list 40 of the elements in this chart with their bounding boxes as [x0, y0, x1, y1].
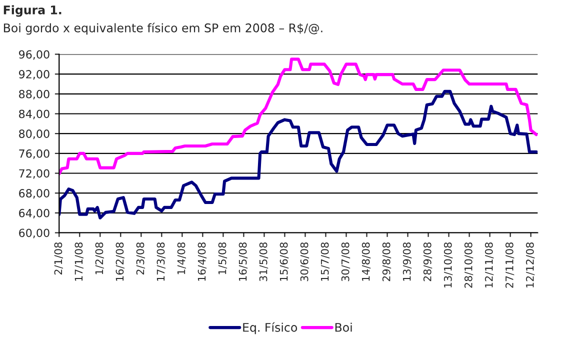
line-series — [59, 58, 538, 176]
x-tick-label: 16/2/08 — [116, 242, 124, 281]
x-tick-label: 2/3/08 — [136, 242, 145, 275]
y-tick-label: 76,00 — [19, 149, 50, 159]
x-tick-label: 28/10/08 — [464, 242, 474, 288]
x-tick-label: 30/7/08 — [341, 242, 350, 282]
x-tick-label: 1/5/08 — [218, 242, 228, 274]
x-tick-label: 29/8/08 — [382, 242, 392, 282]
line-series — [59, 90, 538, 220]
x-tick-label: 17/1/08 — [74, 242, 84, 281]
y-tick-label: 80,00 — [19, 130, 50, 140]
x-tick-label: 12/11/08 — [484, 242, 494, 288]
y-tick-label: 88,00 — [19, 90, 50, 100]
y-tick-label: 84,00 — [19, 110, 50, 120]
x-tick-label: 31/5/08 — [259, 242, 268, 282]
y-tick-label: 72,00 — [19, 169, 50, 179]
chart-subtitle: Boi gordo x equivalente físico em SP em 2008 – R$/@. — [4, 22, 322, 35]
x-tick-label: 14/8/08 — [362, 242, 371, 281]
y-tick-label: 68,00 — [19, 189, 50, 199]
x-tick-label: 30/6/08 — [300, 242, 310, 282]
legend-label: Boi — [335, 322, 352, 332]
x-tick-label: 15/6/08 — [280, 242, 289, 281]
x-tick-label: 17/3/08 — [156, 242, 166, 281]
y-tick-label: 64,00 — [19, 208, 50, 218]
legend-label: Eq. Físico — [243, 322, 298, 334]
x-tick-label: 12/12/08 — [526, 242, 535, 288]
chart-title: Figura 1. — [4, 5, 62, 17]
x-tick-label: 2/1/08 — [54, 242, 63, 275]
x-tick-label: 1/4/08 — [177, 242, 186, 274]
x-tick-label: 13/9/08 — [402, 242, 412, 281]
y-tick-label: 92,00 — [18, 70, 50, 80]
x-tick-label: 27/11/08 — [505, 242, 514, 288]
x-tick-label: 16/4/08 — [198, 242, 207, 281]
y-tick-label: 60,00 — [19, 228, 50, 238]
x-tick-label: 1/2/08 — [95, 242, 104, 274]
x-tick-label: 13/10/08 — [444, 242, 453, 288]
x-tick-label: 28/9/08 — [423, 242, 432, 282]
x-tick-label: 16/5/08 — [238, 242, 248, 281]
y-tick-label: 96,00 — [18, 50, 50, 60]
x-tick-label: 15/7/08 — [320, 242, 330, 281]
